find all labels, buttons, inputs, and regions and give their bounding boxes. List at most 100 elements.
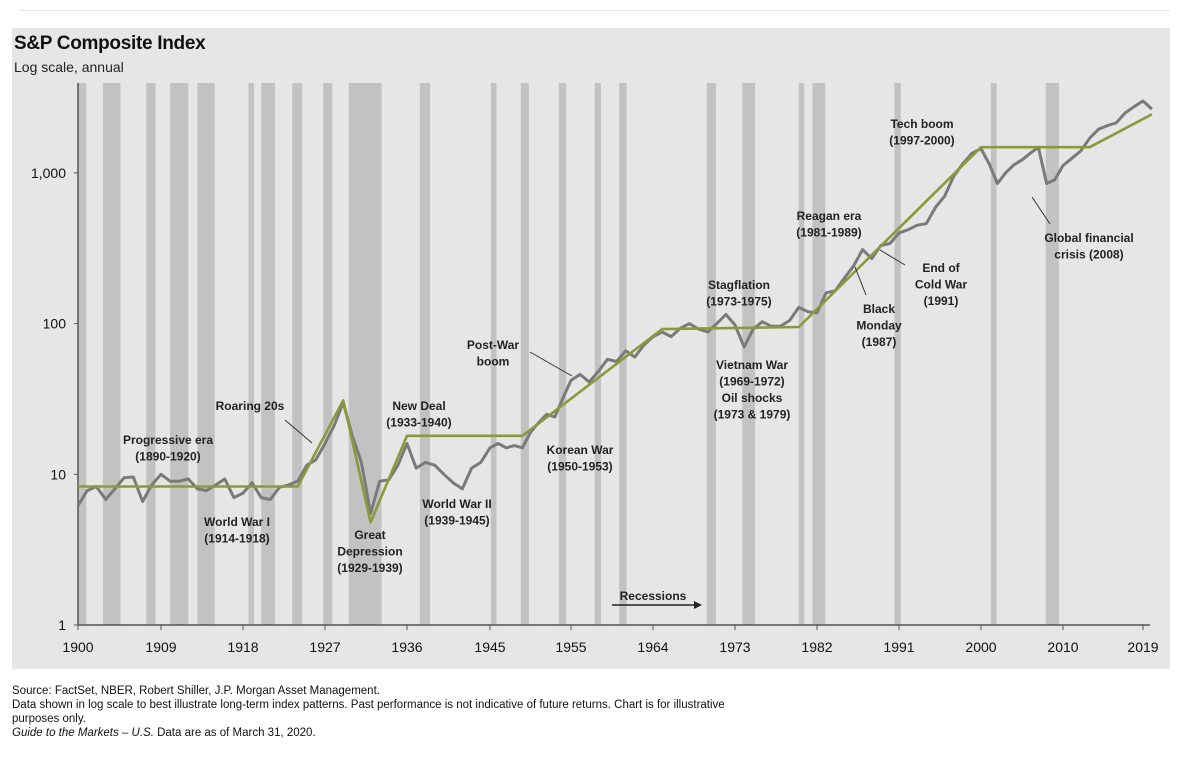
index-line bbox=[76, 99, 1153, 515]
annotations: Progressive era (1890-1920) Roaring 20s Wor… bbox=[123, 117, 1134, 575]
source-note: Source: FactSet, NBER, Robert Shiller, J… bbox=[12, 685, 380, 697]
trend-line bbox=[78, 113, 1153, 524]
legend: Recessions bbox=[612, 589, 702, 609]
recession-bar bbox=[78, 83, 87, 625]
recession-bar bbox=[490, 83, 497, 625]
annotation-ww1: World War I (1914-1918) bbox=[204, 515, 270, 546]
x-tick-label: 1973 bbox=[719, 639, 750, 655]
recession-bar bbox=[798, 83, 805, 625]
x-tick-label: 1909 bbox=[145, 639, 176, 655]
x-tick-label: 2010 bbox=[1047, 639, 1078, 655]
annotation-line: (1950-1953) bbox=[547, 460, 612, 474]
x-tick-label: 1991 bbox=[883, 639, 914, 655]
annotation-leader-line bbox=[529, 351, 573, 377]
recession-bar bbox=[990, 83, 997, 625]
footer: Source: FactSet, NBER, Robert Shiller, J… bbox=[12, 684, 932, 740]
annotation-line: New Deal bbox=[392, 399, 445, 413]
x-tick-label: 1918 bbox=[227, 639, 258, 655]
x-tick-label: 1945 bbox=[474, 639, 505, 655]
annotation-techboom: Tech boom (1997-2000) bbox=[889, 117, 954, 148]
series-lines bbox=[76, 99, 1153, 524]
annotation-line: Great bbox=[354, 528, 385, 542]
annotation-leader-line bbox=[854, 266, 867, 296]
recession-bar bbox=[248, 83, 254, 625]
recession-bar bbox=[170, 83, 189, 625]
annotation-line: (1914-1918) bbox=[204, 532, 269, 546]
annotation-line: Depression bbox=[337, 545, 402, 559]
chart-title: S&P Composite Index bbox=[14, 33, 206, 54]
annotation-newdeal: New Deal (1933-1940) bbox=[386, 399, 451, 430]
x-tick-label: 1936 bbox=[391, 639, 422, 655]
annotation-reagan: Reagan era (1981-1989) bbox=[796, 209, 861, 240]
arrow-right-icon bbox=[694, 601, 702, 609]
annotation-coldwar: End of Cold War (1991) bbox=[915, 261, 968, 308]
annotation-line: (1973-1975) bbox=[706, 295, 771, 309]
y-tick-label: 1 bbox=[58, 617, 66, 633]
annotation-korean: Korean War (1950-1953) bbox=[547, 443, 614, 474]
annotation-line: World War II bbox=[422, 497, 491, 511]
annotation-progressive: Progressive era (1890-1920) bbox=[123, 433, 213, 464]
annotation-stagflation: Stagflation (1973-1975) bbox=[706, 278, 771, 309]
y-tick-label: 1,000 bbox=[31, 165, 66, 181]
annotation-depression: Great Depression (1929-1939) bbox=[337, 528, 402, 575]
recession-bar bbox=[594, 83, 602, 625]
legend-recessions-label: Recessions bbox=[620, 589, 687, 603]
annotation-line: (1991) bbox=[924, 294, 959, 308]
annotation-line: World War I bbox=[204, 515, 270, 529]
annotation-line: Tech boom bbox=[890, 117, 953, 131]
recession-bar bbox=[520, 83, 529, 625]
annotation-postwar: Post-War boom bbox=[467, 338, 520, 369]
annotation-line: Stagflation bbox=[708, 278, 770, 292]
annotation-blackmonday: Black Monday (1987) bbox=[856, 302, 902, 349]
recession-bar bbox=[292, 83, 303, 625]
annotation-line: Progressive era bbox=[123, 433, 213, 447]
annotation-line: Cold War bbox=[915, 278, 968, 292]
recession-bar bbox=[261, 83, 275, 625]
guide-title: Guide to the Markets – U.S. bbox=[12, 727, 154, 739]
annotation-line: End of bbox=[922, 261, 960, 275]
x-tick-label: 1927 bbox=[309, 639, 340, 655]
annotation-line: Vietnam War bbox=[716, 358, 788, 372]
date-text: Data are as of March 31, 2020. bbox=[153, 727, 316, 739]
x-tick-label: 1955 bbox=[555, 639, 586, 655]
annotation-line: (1997-2000) bbox=[889, 134, 954, 148]
annotation-line: (1973 & 1979) bbox=[714, 408, 791, 422]
recession-bar bbox=[706, 83, 716, 625]
recession-bar bbox=[102, 83, 121, 625]
x-tick-label: 1982 bbox=[801, 639, 832, 655]
annotation-line: (1969-1972) bbox=[719, 375, 784, 389]
recession-bar bbox=[323, 83, 333, 625]
annotation-leader-line bbox=[879, 249, 906, 266]
annotation-line: Oil shocks bbox=[722, 391, 783, 405]
annotation-line: crisis (2008) bbox=[1054, 248, 1123, 262]
annotation-line: Korean War bbox=[547, 443, 614, 457]
y-tick-label: 10 bbox=[50, 466, 66, 482]
y-tick-label: 100 bbox=[43, 316, 67, 332]
annotation-line: (1929-1939) bbox=[337, 561, 402, 575]
annotation-line: (1981-1989) bbox=[796, 226, 861, 240]
annotation-line: Post-War bbox=[467, 338, 520, 352]
disclaimer-note-cont: purposes only. bbox=[12, 713, 86, 725]
annotation-line: Black bbox=[863, 302, 895, 316]
annotation-line: (1933-1940) bbox=[386, 416, 451, 430]
annotation-roaring: Roaring 20s bbox=[216, 399, 285, 413]
annotation-line: (1890-1920) bbox=[135, 450, 200, 464]
annotation-line: (1987) bbox=[862, 335, 897, 349]
recession-bars bbox=[78, 83, 1059, 625]
annotation-line: (1939-1945) bbox=[424, 514, 489, 528]
x-tick-label: 2019 bbox=[1127, 639, 1158, 655]
axes: 1 10 100 1,000 1900 1909 1918 1927 1936 1945 1955 1… bbox=[31, 83, 1159, 655]
top-divider bbox=[20, 10, 1170, 11]
recession-bar bbox=[558, 83, 567, 625]
disclaimer-note: Data shown in log scale to best illustra… bbox=[12, 699, 725, 711]
annotation-leader-line bbox=[284, 419, 313, 444]
annotation-ww2: World War II (1939-1945) bbox=[422, 497, 491, 528]
annotation-line: Monday bbox=[856, 319, 902, 333]
recession-bar bbox=[742, 83, 756, 625]
recession-bar bbox=[894, 83, 901, 625]
annotation-gfc: Global financial crisis (2008) bbox=[1044, 231, 1133, 262]
recession-bar bbox=[1045, 83, 1059, 625]
chart-subtitle: Log scale, annual bbox=[14, 59, 124, 75]
annotation-line: Reagan era bbox=[797, 209, 862, 223]
